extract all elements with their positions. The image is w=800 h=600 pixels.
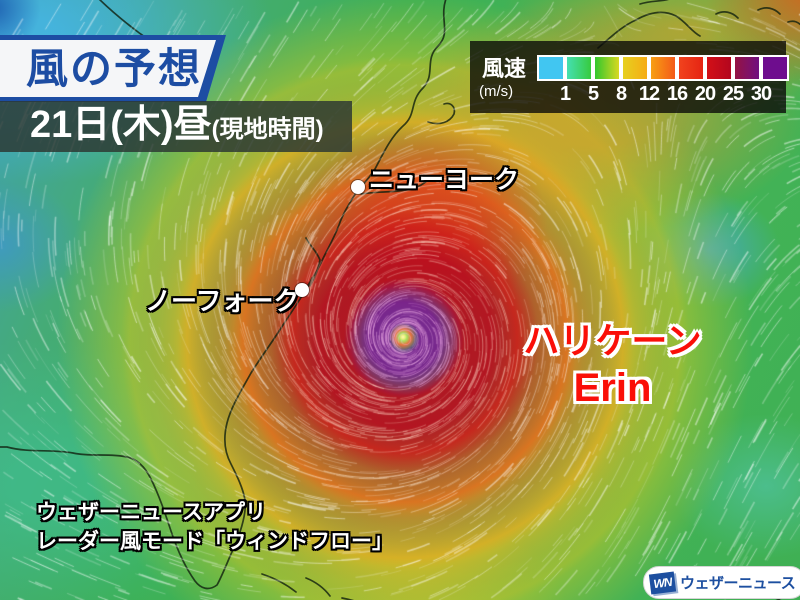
legend-tick: 8 bbox=[615, 83, 627, 105]
datetime-label: 21日(木)昼 bbox=[30, 104, 212, 146]
legend-tick: 30 bbox=[750, 83, 772, 105]
legend-cell bbox=[537, 55, 565, 81]
credit-line2: レーダー風モード「ウィンドフロー」 bbox=[36, 530, 393, 553]
datetime-sublabel: (現地時間) bbox=[211, 116, 324, 143]
legend-unit: (m/s) bbox=[479, 83, 514, 100]
credit-text: ウェザーニュースアプリ レーダー風モード「ウィンドフロー」 bbox=[36, 498, 393, 556]
logo-label: ウェザーニュース bbox=[680, 575, 796, 592]
legend-tick: 25 bbox=[722, 83, 744, 105]
legend-cell bbox=[733, 55, 761, 81]
legend-tick: 5 bbox=[587, 83, 599, 105]
title-banner-inner: 風の予想 bbox=[0, 40, 216, 97]
legend-ticks: 1 5 8 12 16 20 25 30 bbox=[551, 83, 775, 106]
weathernews-logo: WN ウェザーニュース bbox=[643, 566, 800, 599]
legend-cell bbox=[621, 55, 649, 81]
city-dot-new-york bbox=[351, 180, 365, 194]
legend-tick: 1 bbox=[559, 83, 571, 105]
legend-cell bbox=[761, 55, 789, 81]
title-banner: 風の予想 bbox=[0, 35, 226, 102]
wn-logo-letters: WN bbox=[652, 574, 673, 591]
storm-label: ハリケーン Erin bbox=[495, 312, 730, 411]
legend-cell bbox=[677, 55, 705, 81]
legend-cell bbox=[649, 55, 677, 81]
city-label-norfolk: ノーフォーク bbox=[145, 286, 300, 316]
legend-colorbar bbox=[537, 55, 789, 81]
wn-logo-icon: WN bbox=[648, 571, 677, 594]
datetime-banner: 21日(木)昼 (現地時間) bbox=[0, 101, 352, 152]
legend-tick: 16 bbox=[666, 83, 688, 105]
city-label-new-york: ニューヨーク bbox=[369, 166, 520, 194]
city-dot-norfolk bbox=[295, 283, 309, 297]
wind-speed-legend: 風速 (m/s) 1 5 8 12 16 20 25 30 bbox=[470, 41, 789, 113]
legend-tick: 12 bbox=[638, 83, 660, 105]
credit-line1: ウェザーニュースアプリ bbox=[36, 501, 266, 524]
legend-title: 風速 bbox=[482, 56, 527, 81]
page-title: 風の予想 bbox=[26, 45, 203, 92]
storm-name-jp: ハリケーン bbox=[523, 320, 702, 361]
legend-cell bbox=[565, 55, 593, 81]
legend-tick: 20 bbox=[694, 83, 716, 105]
legend-cell bbox=[593, 55, 621, 81]
storm-name-en: Erin bbox=[573, 366, 652, 410]
legend-cell bbox=[705, 55, 733, 81]
